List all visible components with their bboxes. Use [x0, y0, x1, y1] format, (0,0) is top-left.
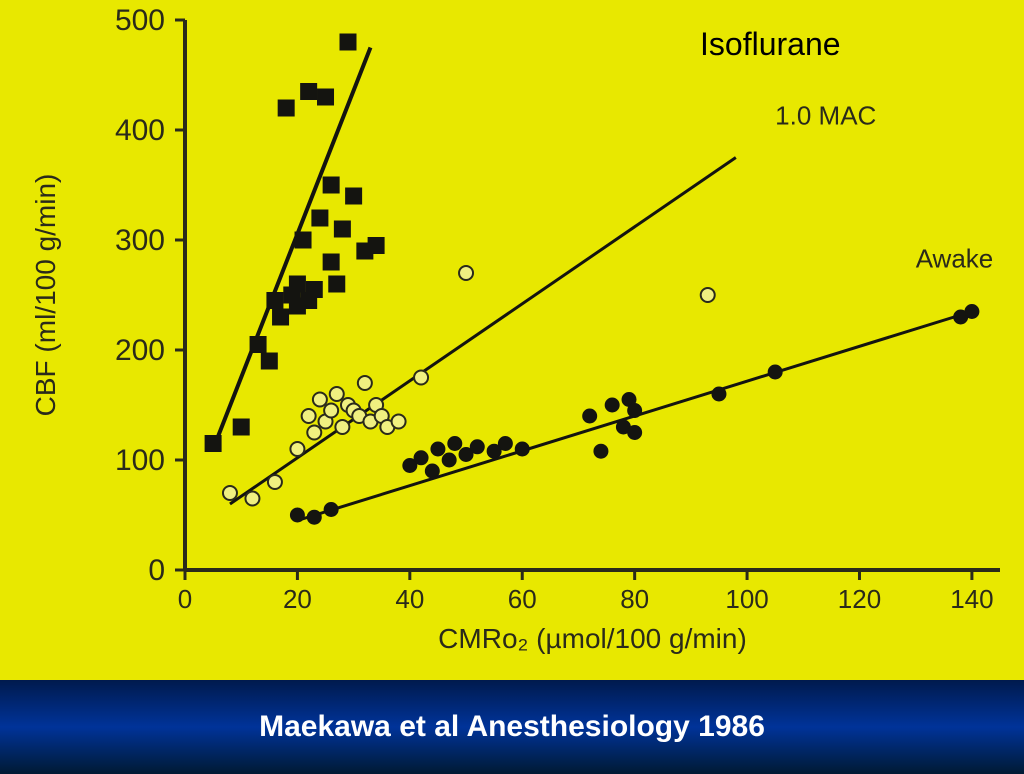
x-tick-label: 20 [283, 584, 312, 614]
x-tick-label: 40 [395, 584, 424, 614]
point-mac10 [245, 492, 259, 506]
point-mac20 [329, 276, 345, 292]
point-mac20 [346, 188, 362, 204]
point-awake [431, 442, 445, 456]
point-awake [425, 464, 439, 478]
point-awake [324, 503, 338, 517]
point-mac20 [323, 254, 339, 270]
point-mac10 [459, 266, 473, 280]
point-mac10 [223, 486, 237, 500]
point-awake [628, 426, 642, 440]
point-awake [470, 440, 484, 454]
chart-area: 0 20 40 60 80 100 120 140 CMRo₂ (µmol/100 g/min)… [0, 0, 1024, 680]
point-awake [414, 451, 428, 465]
point-mac10 [701, 288, 715, 302]
point-mac20 [205, 436, 221, 452]
point-mac10 [324, 404, 338, 418]
point-mac20 [368, 238, 384, 254]
scatter-chart: 0 20 40 60 80 100 120 140 CMRo₂ (µmol/100 g/min)… [0, 0, 1024, 680]
point-mac20 [289, 276, 305, 292]
point-mac10 [307, 426, 321, 440]
slide-root: 0 20 40 60 80 100 120 140 CMRo₂ (µmol/100 g/min)… [0, 0, 1024, 774]
point-mac20 [340, 34, 356, 50]
point-mac10 [335, 420, 349, 434]
point-mac10 [358, 376, 372, 390]
point-mac10 [302, 409, 316, 423]
point-mac10 [392, 415, 406, 429]
point-awake [628, 404, 642, 418]
point-awake [448, 437, 462, 451]
x-tick-label: 100 [725, 584, 768, 614]
series-label-awake: Awake [916, 244, 994, 274]
overlay-title: Isoflurane [700, 26, 841, 62]
point-mac20 [301, 84, 317, 100]
point-awake [605, 398, 619, 412]
point-awake [583, 409, 597, 423]
point-awake [442, 453, 456, 467]
point-mac20 [323, 177, 339, 193]
y-tick-label: 200 [115, 334, 165, 367]
x-tick-label: 80 [620, 584, 649, 614]
y-tick-label: 500 [115, 4, 165, 37]
point-mac10 [268, 475, 282, 489]
x-axis-label: CMRo₂ (µmol/100 g/min) [438, 623, 747, 654]
caption-bar: Maekawa et al Anesthesiology 1986 [0, 680, 1024, 774]
point-awake [498, 437, 512, 451]
point-mac10 [290, 442, 304, 456]
point-mac20 [273, 309, 289, 325]
y-tick-label: 400 [115, 114, 165, 147]
x-tick-label: 60 [508, 584, 537, 614]
caption-text: Maekawa et al Anesthesiology 1986 [259, 710, 765, 744]
point-mac10 [313, 393, 327, 407]
point-awake [594, 444, 608, 458]
point-awake [712, 387, 726, 401]
point-mac20 [267, 293, 283, 309]
point-mac20 [278, 100, 294, 116]
point-mac20 [250, 337, 266, 353]
series-label-mac10: 1.0 MAC [775, 101, 876, 131]
point-awake [965, 305, 979, 319]
point-mac20 [295, 232, 311, 248]
point-awake [307, 510, 321, 524]
point-awake [290, 508, 304, 522]
point-mac20 [261, 353, 277, 369]
x-tick-label: 120 [838, 584, 881, 614]
y-tick-label: 0 [148, 554, 165, 587]
point-awake [515, 442, 529, 456]
x-tick-label: 140 [950, 584, 993, 614]
x-tick-label: 0 [178, 584, 192, 614]
point-mac20 [312, 210, 328, 226]
point-awake [768, 365, 782, 379]
y-tick-label: 100 [115, 444, 165, 477]
point-mac20 [334, 221, 350, 237]
y-tick-label: 300 [115, 224, 165, 257]
point-mac20 [233, 419, 249, 435]
point-mac20 [318, 89, 334, 105]
y-axis-label: CBF (ml/100 g/min) [30, 174, 61, 417]
point-mac10 [414, 371, 428, 385]
point-mac10 [330, 387, 344, 401]
point-mac20 [306, 282, 322, 298]
